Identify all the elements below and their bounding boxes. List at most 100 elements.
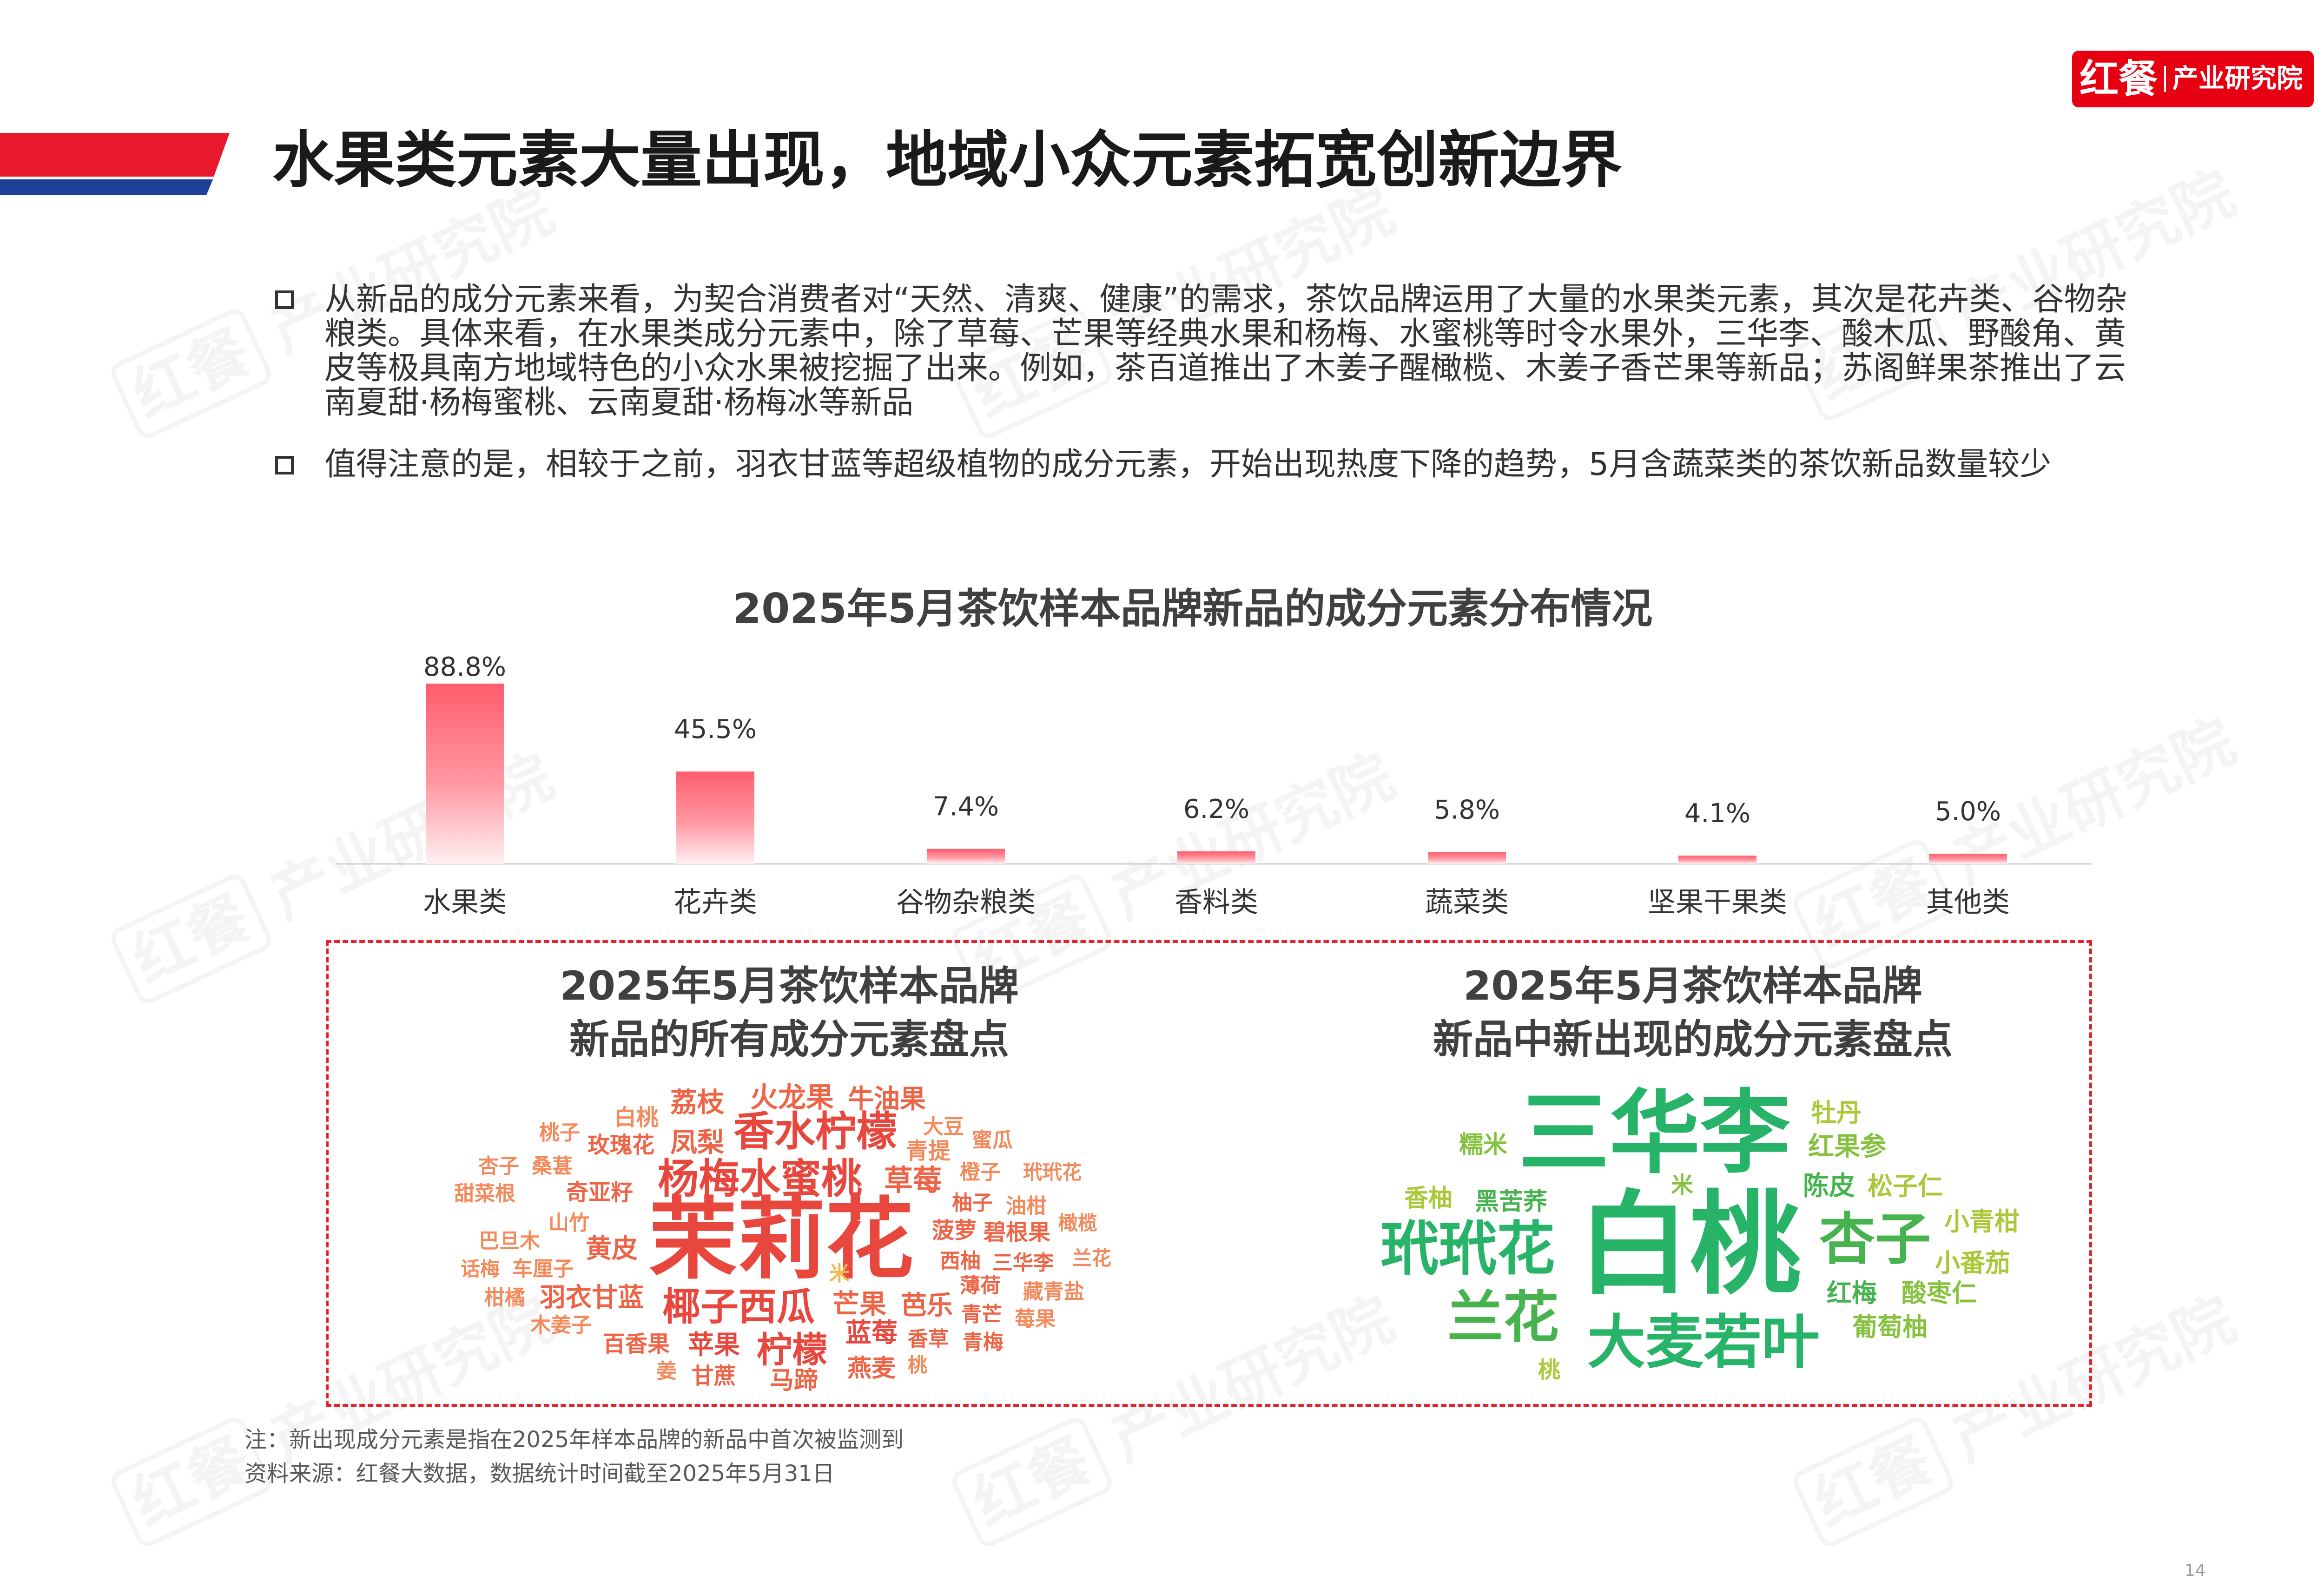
category-label: 蔬菜类 bbox=[1425, 886, 1509, 919]
word-cloud-word: 大麦若叶 bbox=[1587, 1309, 1820, 1377]
word-cloud-word: 玫瑰花 bbox=[587, 1132, 655, 1158]
word-cloud-word: 碧根果 bbox=[983, 1219, 1051, 1245]
page-title: 水果类元素大量出现，地域小众元素拓宽创新边界 bbox=[272, 125, 1622, 196]
word-cloud-word: 荔枝 bbox=[670, 1087, 725, 1118]
word-cloud-word: 玳玳花 bbox=[1023, 1161, 1082, 1184]
bar-value-label: 45.5% bbox=[674, 714, 757, 744]
word-cloud-word: 大豆 bbox=[923, 1115, 964, 1139]
word-cloud-word: 凤梨 bbox=[670, 1126, 725, 1158]
word-cloud-word: 牛油果 bbox=[848, 1084, 926, 1114]
word-cloud-word: 甘蔗 bbox=[691, 1363, 737, 1389]
word-cloud-word: 桃 bbox=[1538, 1357, 1561, 1383]
bar-value-label: 6.2% bbox=[1183, 794, 1249, 824]
word-cloud-word: 兰花 bbox=[1447, 1285, 1559, 1350]
word-cloud-word: 白桃 bbox=[614, 1105, 659, 1131]
category-label: 花卉类 bbox=[673, 886, 757, 919]
chart-bar bbox=[927, 849, 1005, 864]
word-cloud-word: 山竹 bbox=[548, 1211, 589, 1235]
word-cloud-word: 草莓 bbox=[884, 1163, 942, 1197]
bar-chart: 88.8% 水果类 45.5% 花卉类 7.4% 谷物杂粮类 6.2% 香料类 5.8% 蔬菜类 4… bbox=[337, 652, 2092, 919]
bar-value-label: 5.0% bbox=[1935, 797, 2001, 827]
word-cloud-word: 杨梅水蜜桃 bbox=[657, 1155, 863, 1203]
word-cloud-word: 小青柑 bbox=[1944, 1207, 2020, 1236]
word-cloud-title-line: 新品中新出现的成分元素盘点 bbox=[1433, 1016, 1953, 1063]
bar-value-label: 88.8% bbox=[423, 652, 506, 682]
chart-bar bbox=[676, 771, 754, 864]
word-cloud-word: 桑葚 bbox=[532, 1154, 573, 1178]
category-label: 坚果干果类 bbox=[1648, 886, 1787, 919]
word-cloud-word: 苹果 bbox=[688, 1330, 740, 1360]
bar-series: 88.8% 水果类 45.5% 花卉类 7.4% 谷物杂粮类 6.2% 香料类 5.8% 蔬菜类 4… bbox=[423, 652, 2010, 919]
word-cloud-word: 兰花 bbox=[1072, 1247, 1112, 1270]
footnote-source: 资料来源：红餐大数据，数据统计时间截至2025年5月31日 bbox=[244, 1461, 835, 1487]
word-cloud-word: 糯米 bbox=[1459, 1131, 1508, 1159]
word-cloud-word: 姜 bbox=[656, 1359, 677, 1383]
header-stripe bbox=[0, 133, 230, 195]
word-cloud-word: 蓝莓 bbox=[845, 1318, 898, 1348]
word-cloud-word: 黄皮 bbox=[586, 1234, 638, 1264]
word-cloud-word: 羽衣甘蓝 bbox=[540, 1283, 644, 1313]
word-cloud-word: 椰子西瓜 bbox=[662, 1285, 815, 1329]
word-cloud-word: 香柚 bbox=[1404, 1185, 1453, 1212]
word-cloud-word: 马蹄 bbox=[769, 1367, 819, 1395]
bar-value-label: 4.1% bbox=[1684, 798, 1750, 829]
word-cloud-word: 白桃 bbox=[1578, 1179, 1802, 1310]
word-cloud-word: 松子仁 bbox=[1868, 1172, 1943, 1201]
bullet-checkbox-icon bbox=[275, 290, 294, 309]
word-cloud-word: 橙子 bbox=[960, 1160, 1001, 1184]
word-cloud-word: 奇亚籽 bbox=[566, 1179, 634, 1206]
word-cloud-word: 杏子 bbox=[1819, 1207, 1931, 1272]
word-cloud-word: 牡丹 bbox=[1811, 1098, 1862, 1127]
word-cloud-word: 玳玳花 bbox=[1380, 1215, 1555, 1283]
chart-bar bbox=[1929, 854, 2007, 864]
word-cloud-word: 车厘子 bbox=[512, 1257, 574, 1281]
word-cloud-word: 莓果 bbox=[1015, 1307, 1056, 1331]
footnote-note: 注：新出现成分元素是指在2025年样本品牌的新品中首次被监测到 bbox=[244, 1427, 904, 1453]
word-cloud-word: 西柚 bbox=[940, 1249, 981, 1273]
word-cloud-title-line: 2025年5月茶饮样本品牌 bbox=[1463, 963, 1922, 1009]
word-cloud-word: 菠萝 bbox=[931, 1218, 977, 1244]
category-label: 谷物杂粮类 bbox=[896, 886, 1036, 919]
word-cloud-word: 藏青盐 bbox=[1023, 1280, 1084, 1304]
word-cloud-word: 红果参 bbox=[1808, 1132, 1886, 1162]
word-cloud-word: 柚子 bbox=[952, 1191, 993, 1215]
bar-value-label: 5.8% bbox=[1434, 795, 1500, 825]
word-cloud-word: 橄榄 bbox=[1058, 1212, 1098, 1234]
chart-bar bbox=[1678, 856, 1756, 864]
word-cloud-frame bbox=[326, 940, 2092, 1407]
category-label: 香料类 bbox=[1175, 886, 1258, 919]
page-number: 14 bbox=[2185, 1561, 2206, 1580]
word-cloud-word: 蜜瓜 bbox=[972, 1128, 1013, 1152]
chart-title: 2025年5月茶饮样本品牌新品的成分元素分布情况 bbox=[733, 585, 1653, 632]
word-cloud-word: 红梅 bbox=[1827, 1278, 1877, 1308]
word-cloud-word: 杏子 bbox=[478, 1154, 519, 1178]
word-cloud-word: 桃 bbox=[907, 1354, 928, 1377]
word-cloud-word: 香水柠檬 bbox=[733, 1107, 898, 1155]
word-cloud-word: 燕麦 bbox=[847, 1355, 896, 1383]
logo-brand: 红餐 bbox=[2080, 56, 2158, 102]
word-cloud-word: 米 bbox=[1670, 1172, 1694, 1198]
category-label: 其他类 bbox=[1926, 886, 2010, 919]
bar-value-label: 7.4% bbox=[933, 792, 999, 822]
word-cloud-word: 芭乐 bbox=[901, 1291, 953, 1321]
word-cloud-word: 油柑 bbox=[1006, 1194, 1047, 1218]
category-label: 水果类 bbox=[423, 886, 507, 919]
chart-bar bbox=[1428, 852, 1506, 864]
word-cloud-word: 黑苦荞 bbox=[1474, 1188, 1548, 1216]
header-stripe-blue bbox=[0, 179, 213, 195]
word-cloud-word: 香草 bbox=[908, 1327, 949, 1351]
word-cloud-word: 芒果 bbox=[832, 1288, 887, 1320]
watermark-brand: 红餐 bbox=[948, 1413, 1116, 1551]
word-cloud-word: 巴旦木 bbox=[479, 1229, 540, 1253]
footnotes: 注：新出现成分元素是指在2025年样本品牌的新品中首次被监测到 资料来源：红餐大… bbox=[244, 1423, 904, 1491]
word-cloud-title-line: 新品的所有成分元素盘点 bbox=[569, 1016, 1009, 1063]
bullet-text: 从新品的成分元素来看，为契合消费者对“天然、清爽、健康”的需求，茶饮品牌运用了大… bbox=[324, 281, 2127, 421]
word-cloud-word: 甜菜根 bbox=[454, 1182, 515, 1206]
watermark-brand: 红餐 bbox=[1789, 1413, 1958, 1551]
word-cloud-word: 百香果 bbox=[602, 1331, 670, 1357]
word-cloud-word: 木姜子 bbox=[530, 1313, 592, 1337]
word-cloud-title-new: 2025年5月茶饮样本品牌 新品中新出现的成分元素盘点 bbox=[1367, 960, 2018, 1067]
word-cloud-title-all: 2025年5月茶饮样本品牌 新品的所有成分元素盘点 bbox=[464, 960, 1115, 1067]
word-cloud-word: 柑橘 bbox=[484, 1286, 525, 1310]
